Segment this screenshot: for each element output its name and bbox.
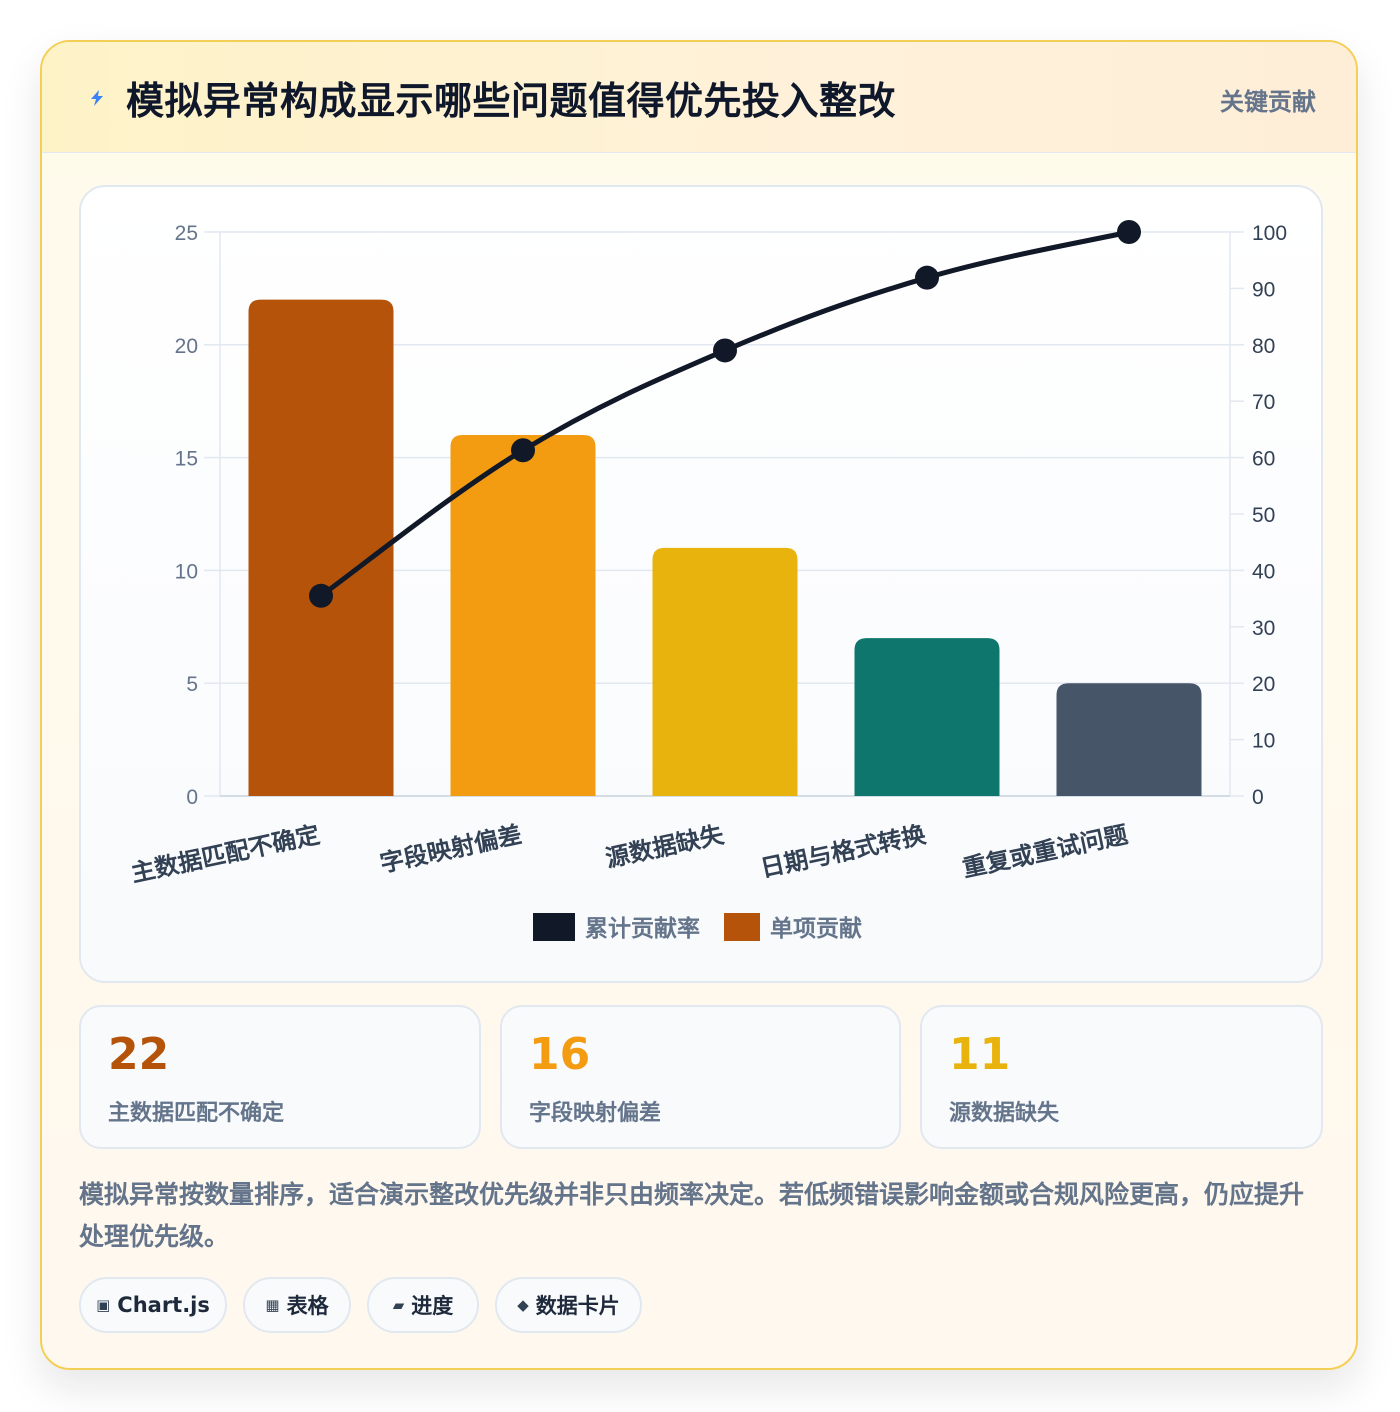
y-left-tick-label: 10 [175, 560, 198, 583]
card-header: 模拟异常构成显示哪些问题值得优先投入整改 关键贡献 [42, 42, 1356, 153]
tag-label: Chart.js [117, 1293, 210, 1317]
bar-1 [248, 299, 394, 796]
y-right-tick-label: 70 [1252, 391, 1275, 414]
x-tick-label: 源数据缺失 [603, 820, 727, 873]
y-left-tick-label: 25 [175, 222, 198, 245]
stat-value: 16 [529, 1029, 591, 1080]
y-left-tick-label: 5 [186, 673, 198, 696]
y-right-tick-label: 0 [1252, 786, 1264, 809]
y-right-tick-label: 50 [1252, 504, 1275, 527]
x-tick-label: 日期与格式转换 [758, 820, 929, 883]
cumulative-point-5 [1117, 220, 1141, 244]
y-right-tick-label: 100 [1252, 222, 1287, 245]
stat-label: 源数据缺失 [949, 1101, 1060, 1126]
cumulative-point-3 [713, 338, 737, 363]
y-right-tick-label: 60 [1252, 448, 1275, 471]
y-right-tick-label: 40 [1252, 560, 1275, 583]
y-left-tick-label: 20 [175, 335, 198, 358]
legend-label-single: 单项贡献 [770, 916, 862, 942]
y-left-tick-label: 0 [186, 786, 198, 809]
y-right-tick-label: 20 [1252, 673, 1275, 696]
header-tag: 关键贡献 [1220, 88, 1316, 116]
bar-2 [450, 435, 596, 796]
cumulative-point-2 [511, 438, 535, 463]
tag-label: 数据卡片 [535, 1294, 620, 1318]
tag-table[interactable]: ▦ 表格 [243, 1277, 351, 1333]
page-title: 模拟异常构成显示哪些问题值得优先投入整改 [126, 79, 897, 123]
chart-description: 模拟异常按数量排序，适合演示整改优先级并非只由频率决定。若低频错误影响金额或合规… [79, 1180, 1305, 1251]
tag-progress[interactable]: ▰ 进度 [367, 1277, 479, 1333]
y-right-tick-label: 80 [1252, 335, 1275, 358]
chart-card: 模拟异常构成显示哪些问题值得优先投入整改 关键贡献 0 5 10 15 20 25 0 10 2… [40, 40, 1358, 1370]
tag-chartjs[interactable]: ▣ Chart.js [79, 1277, 227, 1333]
legend-swatch-cumulative [533, 913, 575, 941]
y-right-tick-label: 10 [1252, 730, 1275, 753]
progress-icon: ▰ [392, 1296, 405, 1314]
cumulative-point-1 [309, 583, 333, 608]
stat-label: 主数据匹配不确定 [108, 1101, 285, 1126]
bar-3 [652, 547, 798, 796]
lightning-bolt-icon [91, 90, 103, 106]
chart-icon: ▣ [96, 1296, 111, 1314]
stat-value: 22 [108, 1029, 170, 1080]
data-card-icon: ◆ [517, 1296, 529, 1314]
stat-label: 字段映射偏差 [529, 1101, 662, 1126]
stat-card-3: 11 源数据缺失 [920, 1005, 1323, 1149]
legend-swatch-single [724, 913, 760, 941]
legend-label-cumulative: 累计贡献率 [585, 915, 700, 942]
tag-data-card[interactable]: ◆ 数据卡片 [495, 1277, 642, 1333]
stat-value: 11 [949, 1029, 1011, 1080]
stat-card-2: 16 字段映射偏差 [500, 1005, 901, 1149]
tag-label: 进度 [411, 1294, 454, 1318]
pareto-chart: 0 5 10 15 20 25 0 10 20 30 40 50 60 70 80 90 100 主数据匹配不确定… [129, 220, 1287, 942]
x-tick-label: 主数据匹配不确定 [129, 820, 323, 887]
y-right-tick-label: 90 [1252, 278, 1275, 301]
stat-card-1: 22 主数据匹配不确定 [79, 1005, 481, 1149]
x-tick-label: 重复或重试问题 [960, 820, 1130, 882]
table-icon: ▦ [265, 1296, 280, 1314]
bar-5 [1056, 683, 1202, 796]
bar-4 [854, 638, 1000, 796]
cumulative-point-4 [915, 265, 939, 290]
tag-label: 表格 [286, 1294, 329, 1318]
y-left-tick-label: 15 [175, 448, 198, 471]
cumulative-line [318, 229, 1132, 599]
y-right-tick-label: 30 [1252, 617, 1275, 640]
chart-panel: 0 5 10 15 20 25 0 10 20 30 40 50 60 70 80 90 100 主数据匹配不确定… [79, 185, 1323, 983]
x-tick-label: 字段映射偏差 [378, 820, 525, 877]
